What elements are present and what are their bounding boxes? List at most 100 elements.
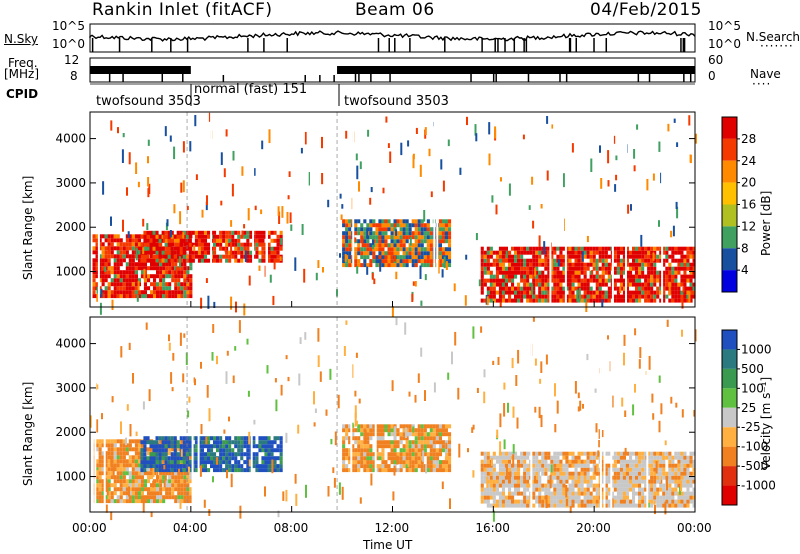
data-cell bbox=[613, 503, 617, 508]
data-cell bbox=[568, 270, 572, 275]
sparse-echo bbox=[571, 143, 574, 153]
data-cell bbox=[501, 250, 505, 255]
data-cell bbox=[619, 455, 623, 460]
data-cell bbox=[438, 428, 442, 433]
data-cell bbox=[363, 448, 367, 453]
data-cell bbox=[629, 459, 633, 464]
sparse-echo bbox=[163, 234, 166, 243]
data-cell bbox=[435, 424, 439, 429]
data-cell bbox=[162, 290, 166, 295]
sparse-echo bbox=[537, 470, 540, 477]
data-cell bbox=[402, 227, 406, 232]
data-cell bbox=[583, 282, 587, 287]
data-cell bbox=[396, 223, 400, 228]
data-cell bbox=[635, 254, 639, 259]
data-cell bbox=[378, 219, 382, 224]
data-cell bbox=[95, 459, 99, 464]
data-cell bbox=[158, 448, 162, 453]
data-cell bbox=[583, 254, 587, 259]
data-cell bbox=[402, 235, 406, 240]
data-cell bbox=[692, 258, 696, 263]
data-cell bbox=[489, 491, 493, 496]
data-cell bbox=[146, 238, 150, 243]
data-cell bbox=[345, 448, 349, 453]
sparse-echo bbox=[136, 294, 139, 302]
data-gap bbox=[210, 112, 213, 307]
data-cell bbox=[258, 436, 262, 441]
data-cell bbox=[405, 432, 409, 437]
data-cell bbox=[619, 451, 623, 456]
data-cell bbox=[131, 499, 135, 504]
data-cell bbox=[504, 258, 508, 263]
data-cell bbox=[495, 298, 499, 303]
data-cell bbox=[556, 475, 560, 480]
sparse-echo bbox=[278, 211, 281, 224]
data-cell bbox=[101, 258, 105, 263]
data-cell bbox=[629, 290, 633, 295]
data-cell bbox=[635, 294, 639, 299]
data-cell bbox=[601, 463, 605, 468]
data-cell bbox=[625, 475, 629, 480]
data-cell bbox=[495, 487, 499, 492]
data-cell bbox=[616, 467, 620, 472]
data-cell bbox=[526, 483, 530, 488]
data-cell bbox=[607, 471, 611, 476]
data-cell bbox=[523, 487, 527, 492]
data-cell bbox=[480, 270, 484, 275]
data-cell bbox=[92, 270, 96, 275]
data-cell bbox=[632, 262, 636, 267]
data-cell bbox=[689, 495, 693, 500]
data-cell bbox=[369, 444, 373, 449]
data-cell bbox=[225, 460, 229, 465]
data-cell bbox=[131, 463, 135, 468]
data-cell bbox=[553, 258, 557, 263]
data-cell bbox=[520, 246, 524, 251]
sparse-echo bbox=[382, 187, 385, 194]
data-cell bbox=[402, 251, 406, 256]
sparse-echo bbox=[370, 187, 373, 193]
data-cell bbox=[635, 270, 639, 275]
data-cell bbox=[92, 467, 96, 472]
data-cell bbox=[267, 246, 271, 251]
data-cell bbox=[128, 246, 132, 251]
data-cell bbox=[444, 219, 448, 224]
sparse-echo bbox=[503, 439, 506, 450]
sparse-echo bbox=[356, 266, 359, 274]
data-cell bbox=[363, 259, 367, 264]
data-cell bbox=[444, 247, 448, 252]
data-cell bbox=[438, 460, 442, 465]
data-cell bbox=[647, 487, 651, 492]
data-cell bbox=[246, 448, 250, 453]
data-cell bbox=[589, 246, 593, 251]
data-cell bbox=[625, 294, 629, 299]
data-cell bbox=[580, 463, 584, 468]
data-cell bbox=[601, 503, 605, 508]
data-cell bbox=[98, 270, 102, 275]
data-cell bbox=[619, 278, 623, 283]
data-cell bbox=[486, 250, 490, 255]
data-cell bbox=[586, 455, 590, 460]
data-cell bbox=[122, 467, 126, 472]
data-cell bbox=[110, 451, 114, 456]
data-cell bbox=[390, 223, 394, 228]
data-cell bbox=[140, 443, 144, 448]
data-cell bbox=[520, 286, 524, 291]
data-cell bbox=[435, 464, 439, 469]
data-cell bbox=[538, 282, 542, 287]
data-cell bbox=[613, 282, 617, 287]
data-cell bbox=[243, 452, 247, 457]
data-cell bbox=[273, 460, 277, 465]
data-cell bbox=[189, 499, 193, 504]
data-cell bbox=[273, 230, 277, 235]
data-cell bbox=[674, 499, 678, 504]
data-cell bbox=[553, 463, 557, 468]
data-cell bbox=[504, 479, 508, 484]
data-cell bbox=[342, 452, 346, 457]
data-cell bbox=[137, 475, 141, 480]
data-cell bbox=[92, 282, 96, 287]
data-cell bbox=[116, 475, 120, 480]
data-cell bbox=[426, 440, 430, 445]
data-cell bbox=[511, 298, 515, 303]
sparse-echo bbox=[594, 465, 597, 475]
data-cell bbox=[153, 499, 157, 504]
